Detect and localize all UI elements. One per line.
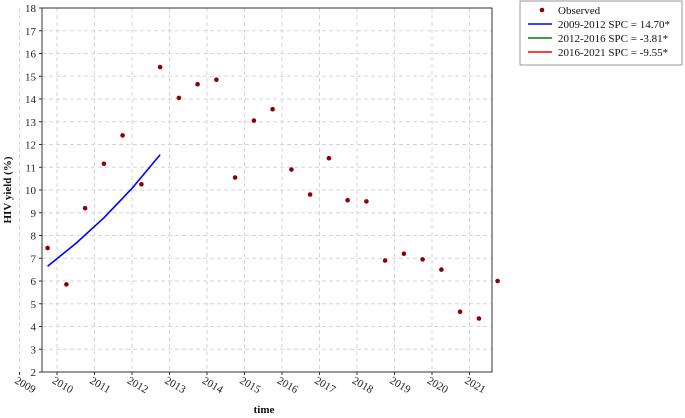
observed-point	[420, 257, 425, 262]
x-tick-label: 2020	[425, 375, 450, 397]
observed-point	[270, 106, 275, 112]
observed-point	[195, 81, 200, 87]
observed-point	[401, 251, 407, 256]
x-axis-ticks: 2009 2010 2011 2012 2013 2014 2015 2016 2017 2018…	[12, 372, 488, 397]
y-axis-label: HIV yield (%)	[2, 156, 14, 223]
observed-point	[251, 118, 257, 123]
observed-points	[45, 64, 500, 321]
observed-point	[45, 245, 50, 251]
y-tick-label: 3	[31, 344, 37, 356]
legend-box	[519, 0, 683, 66]
observed-point	[82, 205, 88, 211]
y-tick-label: 15	[25, 71, 37, 83]
observed-point	[364, 199, 369, 204]
observed-point	[457, 309, 463, 315]
x-tick-label: 2019	[387, 375, 412, 397]
observed-point	[139, 182, 144, 187]
x-tick-label: 2021	[462, 375, 487, 396]
observed-point	[214, 77, 219, 82]
observed-point	[289, 167, 294, 172]
y-tick-label: 14	[25, 94, 37, 106]
legend-marker-observed	[539, 7, 545, 13]
grid	[19, 8, 492, 372]
x-tick-label: 2010	[50, 375, 75, 397]
y-tick-label: 16	[25, 49, 37, 61]
x-tick-label: 2017	[312, 375, 337, 397]
y-tick-label: 13	[25, 117, 37, 129]
legend-label: 2012-2016 SPC = -3.81*	[558, 33, 668, 45]
legend: Observed 2009-2012 SPC = 14.70* 2012-2016 …	[519, 0, 683, 66]
legend-label-observed: Observed	[558, 5, 601, 17]
y-tick-label: 9	[31, 208, 37, 220]
observed-point	[439, 267, 444, 272]
observed-point	[345, 197, 350, 203]
y-axis-ticks: 2 3 4 5 6 7 8 9 10 11 12 13 14 15 16 17 18	[25, 3, 42, 379]
observed-point	[326, 155, 332, 161]
x-tick-label: 2018	[350, 375, 375, 397]
observed-point	[120, 133, 125, 138]
x-tick-label: 2015	[237, 375, 262, 397]
observed-point	[64, 282, 69, 287]
x-tick-label: 2012	[125, 375, 150, 396]
x-tick-label: 2016	[275, 375, 300, 397]
y-tick-label: 10	[25, 185, 37, 197]
observed-point	[101, 161, 107, 167]
y-tick-label: 6	[31, 276, 37, 288]
x-tick-label: 2014	[200, 375, 225, 397]
legend-label: 2009-2012 SPC = 14.70*	[558, 19, 670, 31]
y-tick-label: 18	[25, 3, 37, 15]
y-tick-label: 5	[31, 299, 37, 311]
x-tick-label: 2011	[88, 375, 113, 396]
trend-line-2009-2012	[47, 154, 161, 267]
observed-point	[382, 258, 388, 263]
y-tick-label: 8	[31, 231, 37, 243]
observed-point	[307, 192, 313, 197]
observed-point	[495, 278, 500, 284]
trend-lines	[47, 154, 161, 267]
y-tick-label: 17	[25, 26, 37, 38]
legend-label: 2016-2021 SPC = -9.55*	[558, 47, 668, 59]
y-tick-label: 4	[31, 322, 37, 334]
observed-point	[476, 316, 482, 321]
x-axis-label: time	[254, 404, 275, 416]
y-tick-label: 7	[31, 253, 37, 265]
y-tick-label: 2	[31, 367, 37, 379]
x-tick-label: 2013	[162, 375, 187, 397]
observed-point	[157, 64, 163, 70]
observed-point	[176, 95, 182, 101]
y-tick-label: 11	[25, 162, 36, 174]
observed-point	[232, 175, 238, 180]
y-tick-label: 12	[25, 140, 36, 152]
